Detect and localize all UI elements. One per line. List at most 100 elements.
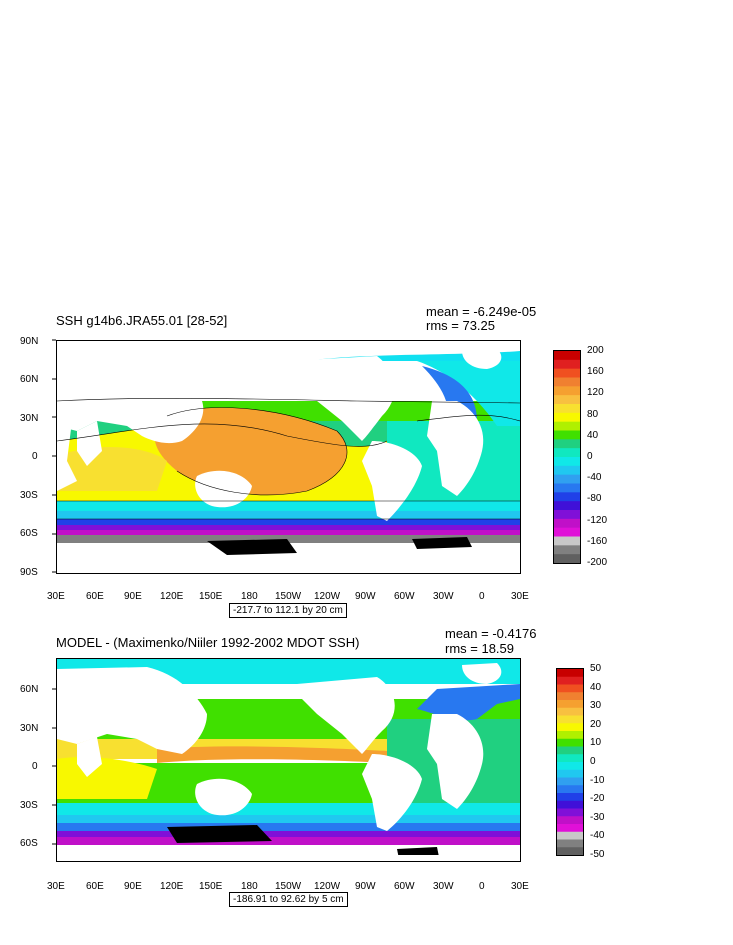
p1-lon-150w: 150W	[275, 591, 302, 602]
p2-lat-0: 0	[32, 761, 38, 772]
colorbar-label: -40	[587, 472, 602, 484]
p1-lat-60s: 60S	[20, 528, 38, 539]
colorbar-swatch	[554, 510, 580, 520]
colorbar-swatch	[557, 676, 583, 685]
colorbar-swatch	[554, 386, 580, 396]
p2-lon-150e: 150E	[199, 881, 223, 892]
colorbar-swatch	[554, 554, 580, 563]
panel2-map-svg	[57, 659, 520, 861]
colorbar-swatch	[554, 483, 580, 493]
colorbar-label: -160	[587, 535, 608, 547]
colorbar-swatch	[554, 474, 580, 484]
india-land-2	[77, 737, 102, 777]
p2-lon-60e: 60E	[86, 881, 104, 892]
panel1-range-label: -217.7 to 112.1 by 20 cm	[229, 603, 347, 618]
p1-lon-90e: 90E	[124, 591, 142, 602]
p1-lon-180: 180	[241, 591, 258, 602]
eurasia-land-2	[57, 667, 207, 754]
colorbar-swatch	[557, 847, 583, 855]
colorbar-label: -20	[590, 793, 605, 805]
india-land	[77, 421, 102, 466]
colorbar-swatch	[557, 738, 583, 747]
p2-lat-30n: 30N	[20, 723, 39, 734]
p2-lat-30s: 30S	[20, 800, 38, 811]
panel1-colorbar-svg	[554, 351, 580, 563]
colorbar-swatch	[557, 746, 583, 755]
colorbar-label: -200	[587, 557, 608, 568]
p1-lon-30w: 30W	[433, 591, 454, 602]
p2-lat-60n: 60N	[20, 684, 39, 695]
colorbar-swatch	[554, 368, 580, 378]
colorbar-swatch	[557, 715, 583, 724]
colorbar-label: 0	[590, 756, 596, 767]
p1-lon-120w: 120W	[314, 591, 341, 602]
colorbar-label: -10	[590, 774, 605, 786]
p1-lon-150e: 150E	[199, 591, 223, 602]
p2-lon-120w: 120W	[314, 881, 341, 892]
colorbar-swatch	[554, 377, 580, 387]
colorbar-swatch	[557, 824, 583, 833]
p1-lon-30e-end: 30E	[511, 591, 529, 602]
colorbar-label: 30	[590, 700, 602, 712]
p2-lon-60w: 60W	[394, 881, 415, 892]
panel2-colorbar-svg	[557, 669, 583, 855]
greenland-land	[462, 349, 502, 369]
australia-land	[195, 470, 252, 508]
colorbar-swatch	[554, 359, 580, 370]
p2-lon-90e: 90E	[124, 881, 142, 892]
colorbar-label: 160	[587, 366, 604, 378]
p2-lon-180: 180	[241, 881, 258, 892]
north-america-land	[287, 356, 395, 441]
greenland-land-2	[462, 663, 502, 684]
colorbar-swatch	[557, 684, 583, 693]
colorbar-label: 20	[590, 718, 602, 730]
colorbar-swatch	[557, 723, 583, 732]
arctic-land	[57, 341, 520, 366]
colorbar-swatch	[557, 793, 583, 802]
colorbar-swatch	[557, 785, 583, 794]
p1-lat-60n: 60N	[20, 374, 39, 385]
panel2-colorbar	[556, 668, 584, 856]
africa-land	[57, 401, 77, 491]
p2-lon-150w: 150W	[275, 881, 302, 892]
p1-lat-0: 0	[32, 451, 38, 462]
colorbar-swatch	[557, 700, 583, 709]
south-america-land-2	[362, 754, 422, 831]
colorbar-label: -40	[590, 830, 605, 842]
panel1-rms: rms = 73.25	[426, 318, 496, 333]
colorbar-swatch	[557, 808, 583, 817]
panel1-mean: mean = -6.249e-05	[426, 304, 537, 319]
panel2-range-label: -186.91 to 92.62 by 5 cm	[229, 892, 348, 907]
p2-lat-60s: 60S	[20, 838, 38, 849]
panel1-ticks	[52, 339, 56, 573]
p2-lon-120e: 120E	[160, 881, 184, 892]
panel1-title: SSH g14b6.JRA55.01 [28-52]	[56, 313, 228, 328]
p1-lon-0: 0	[479, 591, 485, 602]
colorbar-label: -80	[587, 493, 602, 505]
colorbar-label: -50	[590, 849, 605, 860]
p1-lon-60w: 60W	[394, 591, 415, 602]
eurasia-land	[57, 361, 204, 444]
colorbar-label: 10	[590, 737, 602, 749]
p1-lat-90s: 90S	[20, 567, 38, 578]
colorbar-swatch	[554, 421, 580, 431]
colorbar-swatch	[557, 777, 583, 786]
p2-lon-0: 0	[479, 881, 485, 892]
colorbar-swatch	[554, 351, 580, 361]
colorbar-swatch	[554, 412, 580, 423]
colorbar-swatch	[554, 439, 580, 449]
p2-lon-30e: 30E	[47, 881, 65, 892]
p1-lat-30n: 30N	[20, 413, 39, 424]
panel2-mean: mean = -0.4176	[445, 626, 537, 641]
colorbar-swatch	[554, 404, 580, 414]
colorbar-label: 200	[587, 345, 604, 356]
p1-lon-30e: 30E	[47, 591, 65, 602]
colorbar-swatch	[557, 800, 583, 809]
colorbar-swatch	[554, 536, 580, 546]
colorbar-swatch	[557, 816, 583, 825]
p2-lon-90w: 90W	[355, 881, 376, 892]
panel2-rms: rms = 18.59	[445, 641, 515, 656]
colorbar-swatch	[554, 457, 580, 467]
colorbar-label: 120	[587, 387, 604, 399]
panel2-map	[56, 658, 521, 862]
